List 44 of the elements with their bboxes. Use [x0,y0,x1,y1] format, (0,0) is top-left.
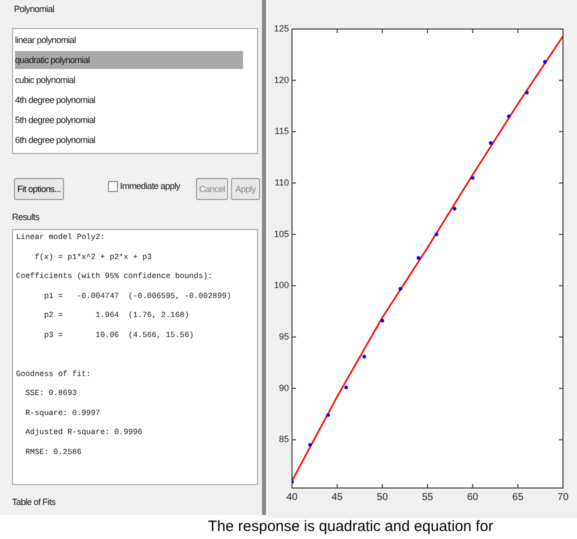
y-tick-label: 125 [274,23,289,34]
text: Apply [231,178,260,200]
point [308,443,312,447]
text: 6th degree polynomial [15,134,96,147]
point [434,232,438,236]
y-tick-label: 100 [274,280,289,290]
y-tick-label: 95 [278,332,289,342]
y-tick-label: 90 [278,382,289,393]
y-tick-label: 115 [274,126,289,136]
point [416,256,420,260]
x-tick-label: 55 [422,492,434,503]
text: cubic polynomial [15,74,76,87]
point [525,90,529,94]
point [543,60,547,64]
text: The response is quadratic and equation for [208,518,494,535]
point [362,354,366,358]
text: 4th degree polynomial [15,94,96,107]
point [380,318,384,322]
x-tick-label: 40 [286,492,298,503]
x-tick-label: 50 [376,492,388,503]
text: quadratic polynomial [15,51,243,69]
text: linear polynomial [15,34,76,47]
text: Fit options... [14,178,64,200]
x-tick-label: 70 [557,492,569,503]
text: Immediate apply [120,181,180,191]
text: Polynomial [14,4,54,14]
point [470,176,474,180]
x-tick-label: 45 [332,492,344,503]
text: Cancel [196,178,228,200]
text: 5th degree polynomial [15,114,96,127]
point [326,413,330,417]
y-tick-label: 85 [278,434,289,444]
y-tick-label: 120 [274,74,289,85]
x-tick-label: 60 [467,492,479,503]
x-tick-label: 65 [512,492,524,503]
text: Table of Fits [12,497,56,507]
point [488,141,493,145]
point [398,286,402,291]
point [507,114,511,118]
y-tick-label: 110 [274,178,289,188]
point [344,386,348,390]
point [452,206,456,210]
y-tick-label: 105 [274,228,289,239]
text: Results [12,212,40,222]
